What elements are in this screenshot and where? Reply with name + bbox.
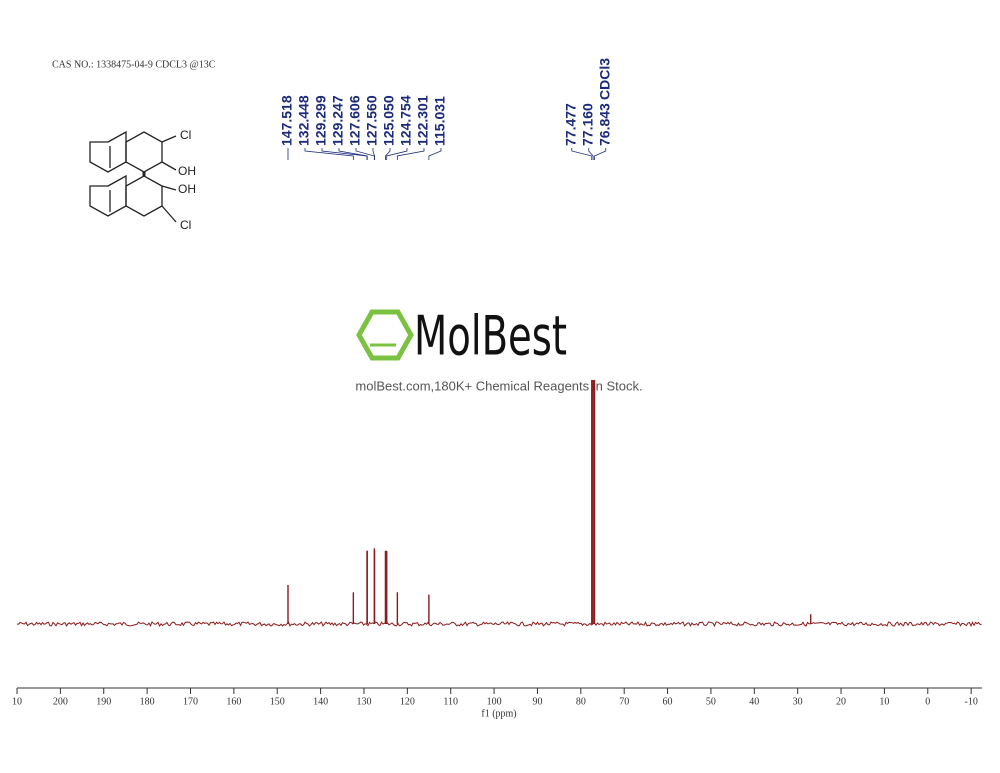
x-tick-label: 10 xyxy=(12,696,22,707)
molecule-label: Cl xyxy=(180,218,191,232)
x-tick-label: 70 xyxy=(619,696,629,707)
x-tick-label: 190 xyxy=(96,696,111,707)
molecule-label: OH xyxy=(178,164,196,178)
chart-title: CAS NO.: 1338475-04-9 CDCL3 @13C xyxy=(52,59,216,70)
x-tick-label: 170 xyxy=(183,696,198,707)
peak-connector xyxy=(594,148,607,160)
peak-label: 77.160 xyxy=(579,103,595,146)
watermark-subtitle: molBest.com,180K+ Chemical Reagents in S… xyxy=(355,378,642,393)
x-tick-label: 50 xyxy=(706,696,716,707)
logo: MolBest xyxy=(356,305,567,368)
x-tick-label: 150 xyxy=(270,696,285,707)
peak-connector xyxy=(428,148,442,160)
peak-label: 127.560 xyxy=(364,95,380,146)
molecule xyxy=(89,130,177,223)
peak-connector xyxy=(588,148,594,160)
peak-label: 147.518 xyxy=(279,95,295,146)
peak-label: 122.301 xyxy=(415,95,431,146)
x-tick-label: 200 xyxy=(53,696,68,707)
x-tick-label: 110 xyxy=(443,696,458,707)
x-tick-label: 100 xyxy=(487,696,502,707)
peak-connector xyxy=(321,148,368,160)
peak-connector xyxy=(338,148,368,160)
x-tick-label: 20 xyxy=(836,696,846,707)
peak-label: 129.299 xyxy=(313,95,329,146)
x-tick-label: 120 xyxy=(400,696,415,707)
peak-label: 115.031 xyxy=(432,96,448,146)
peak-label: 127.606 xyxy=(347,95,363,146)
peak-connector xyxy=(386,148,408,160)
x-tick-label: 30 xyxy=(793,696,803,707)
peak-label: 129.247 xyxy=(330,95,346,146)
molecule-label: Cl xyxy=(180,128,191,142)
molecule-label: OH xyxy=(178,182,196,196)
x-tick-label: 10 xyxy=(879,696,889,707)
peak-connector xyxy=(571,148,593,160)
x-tick-label: 0 xyxy=(925,696,930,707)
x-tick-label: 160 xyxy=(226,696,241,707)
watermark: MolBest xyxy=(414,305,567,368)
peak-label: 124.754 xyxy=(398,95,414,146)
peak-connector xyxy=(304,148,354,160)
x-tick-label: 130 xyxy=(356,696,371,707)
x-axis-label: f1 (ppm) xyxy=(481,708,516,719)
x-tick-label: 90 xyxy=(532,696,542,707)
peak-connector xyxy=(372,148,375,160)
peak-label: 76.843 xyxy=(596,103,612,146)
solvent-label: CDCl3 xyxy=(596,58,612,100)
baseline-noise xyxy=(16,621,982,628)
peak-label: 125.050 xyxy=(381,95,397,146)
peak-label: 77.477 xyxy=(562,103,578,146)
x-tick-label: 60 xyxy=(663,696,673,707)
peak-connector xyxy=(396,148,425,160)
x-tick-label: 80 xyxy=(576,696,586,707)
peak-label: 132.448 xyxy=(296,95,312,146)
x-tick-label: 40 xyxy=(749,696,759,707)
x-tick-label: -10 xyxy=(964,696,977,707)
x-tick-label: 180 xyxy=(140,696,155,707)
x-tick-label: 140 xyxy=(313,696,328,707)
peak-connector xyxy=(355,148,375,160)
peak-connector xyxy=(385,148,391,160)
